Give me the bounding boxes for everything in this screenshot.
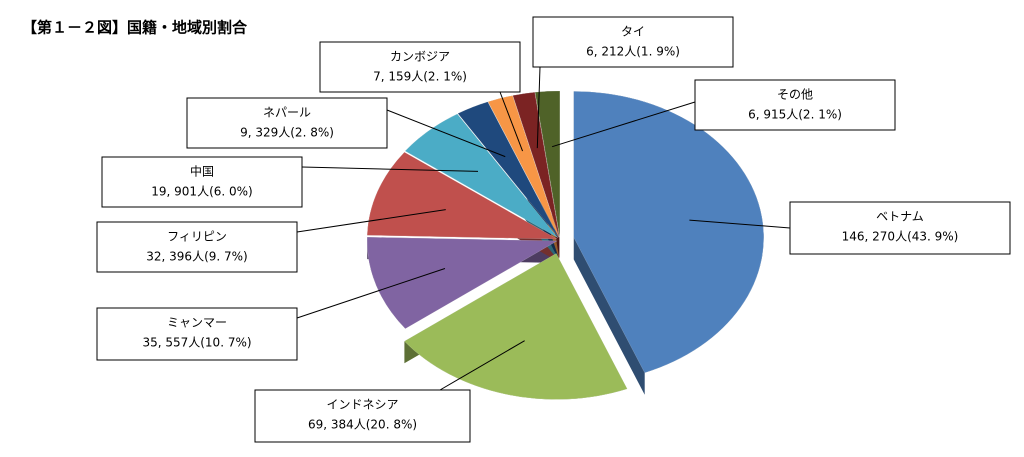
slice	[403, 253, 628, 400]
value-label: 35, 557人(10. 7%)	[142, 336, 251, 350]
leader-line	[296, 209, 446, 233]
category-label: ミャンマー	[167, 316, 227, 330]
category-label: カンボジア	[390, 50, 450, 64]
value-label: 7, 159人(2. 1%)	[373, 70, 467, 84]
label-box	[101, 156, 303, 208]
slice	[573, 91, 764, 374]
category-label: インドネシア	[326, 398, 398, 412]
label-box	[694, 79, 896, 131]
label-box	[186, 97, 388, 149]
value-label: 9, 329人(2. 8%)	[240, 126, 334, 140]
value-label: 146, 270人(43. 9%)	[842, 230, 959, 244]
leader-line	[386, 109, 506, 158]
leader-line	[551, 101, 696, 148]
category-label: 中国	[190, 164, 214, 179]
category-label: ネパール	[263, 106, 311, 120]
label-box	[96, 221, 298, 273]
value-label: 6, 212人(1. 9%)	[586, 45, 680, 59]
value-label: 69, 384人(20. 8%)	[308, 418, 417, 432]
category-label: その他	[777, 88, 813, 102]
slice	[404, 113, 559, 239]
leader-line	[301, 166, 479, 172]
slice	[534, 90, 561, 238]
label-box	[254, 389, 471, 443]
leader-line	[296, 268, 446, 319]
slice	[512, 92, 560, 238]
slice	[487, 95, 560, 238]
value-label: 6, 915人(2. 1%)	[748, 108, 842, 122]
chart-title: 【第１－２図】国籍・地域別割合	[22, 19, 248, 37]
slice	[457, 101, 559, 238]
leader-line	[499, 91, 524, 152]
category-label: フィリピン	[167, 230, 227, 244]
leader-line	[439, 340, 525, 391]
category-label: タイ	[621, 25, 645, 39]
value-label: 19, 901人(6. 0%)	[151, 185, 252, 199]
category-label: ベトナム	[876, 210, 924, 224]
label-box	[96, 307, 298, 361]
label-box	[319, 41, 521, 93]
value-label: 32, 396人(9. 7%)	[146, 250, 247, 264]
slice	[366, 151, 558, 240]
label-box	[532, 16, 734, 68]
leader-line	[689, 219, 791, 229]
label-box	[789, 201, 1011, 255]
leader-line	[536, 66, 541, 149]
slice	[366, 236, 559, 329]
